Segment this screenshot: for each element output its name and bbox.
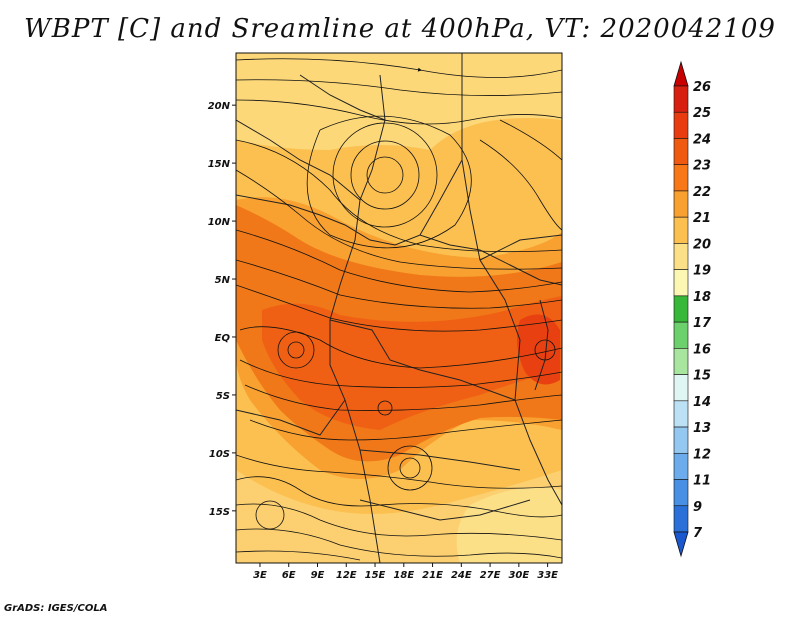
colorbar-label: 19 bbox=[693, 264, 711, 279]
lat-tick-label: 20N bbox=[208, 101, 231, 112]
colorbar-swatch bbox=[673, 400, 689, 428]
lon-tick-label: 24E bbox=[451, 570, 472, 581]
colorbar-max-arrow bbox=[673, 60, 689, 87]
chart-title: WBPT [C] and Sreamline at 400hPa, VT: 20… bbox=[24, 14, 776, 44]
lon-tick-label: 15E bbox=[365, 570, 386, 581]
lon-tick-label: 18E bbox=[393, 570, 414, 581]
colorbar-swatch bbox=[673, 479, 689, 507]
colorbar-swatch bbox=[673, 243, 689, 270]
colorbar-label: 26 bbox=[693, 80, 711, 95]
colorbar-label: 15 bbox=[693, 369, 711, 384]
colorbar-swatch bbox=[673, 321, 689, 349]
colorbar-label: 18 bbox=[693, 290, 711, 305]
colorbar-swatch bbox=[673, 505, 689, 533]
lat-tick-label: 10S bbox=[209, 449, 230, 460]
colorbar-swatch bbox=[673, 295, 689, 323]
colorbar-label: 14 bbox=[693, 395, 711, 410]
colorbar-label: 12 bbox=[693, 447, 711, 462]
colorbar-label: 13 bbox=[693, 421, 711, 436]
colorbar-swatch bbox=[673, 85, 689, 113]
colorbar-swatch bbox=[673, 426, 689, 454]
lon-tick-label: 27E bbox=[480, 570, 501, 581]
wbpt-shading bbox=[236, 53, 562, 563]
lat-tick-label: 15N bbox=[208, 159, 231, 170]
colorbar-swatch bbox=[673, 164, 689, 192]
colorbar-swatch bbox=[673, 111, 689, 139]
lon-tick-label: 33E bbox=[537, 570, 558, 581]
lon-tick-label: 30E bbox=[508, 570, 529, 581]
lon-tick-label: 6E bbox=[282, 570, 296, 581]
colorbar-swatch bbox=[673, 216, 689, 244]
lat-tick-label: 5S bbox=[216, 391, 230, 402]
colorbar-label: 7 bbox=[693, 526, 703, 541]
colorbar-label: 24 bbox=[693, 132, 711, 147]
colorbar-label: 17 bbox=[693, 316, 712, 331]
colorbar-swatch bbox=[673, 190, 689, 218]
colorbar: 26 25 24 23 22 21 20 19 18 17 16 15 14 13 12 11 9 7 bbox=[673, 60, 712, 558]
colorbar-swatch bbox=[673, 348, 689, 375]
colorbar-label: 11 bbox=[693, 474, 711, 489]
lon-tick-label: 3E bbox=[253, 570, 267, 581]
lat-tick-label: EQ bbox=[215, 333, 231, 344]
colorbar-label: 25 bbox=[693, 106, 711, 121]
colorbar-label: 20 bbox=[693, 237, 711, 252]
country-borders bbox=[236, 53, 562, 563]
lat-tick-label: 10N bbox=[208, 217, 231, 228]
colorbar-label: 16 bbox=[693, 342, 711, 357]
longitude-axis: 3E 6E 9E 12E 15E 18E 21E 24E 27E 30E 33E bbox=[253, 563, 558, 581]
streamlines bbox=[236, 58, 562, 561]
lon-tick-label: 21E bbox=[422, 570, 443, 581]
lon-tick-label: 12E bbox=[336, 570, 357, 581]
grads-credit: GrADS: IGES/COLA bbox=[4, 603, 108, 614]
lat-tick-label: 5N bbox=[215, 275, 231, 286]
colorbar-label: 21 bbox=[693, 211, 711, 226]
latitude-axis: 20N 15N 10N 5N EQ 5S 10S 15S bbox=[208, 101, 236, 518]
colorbar-min-arrow bbox=[673, 531, 689, 558]
colorbar-label: 23 bbox=[693, 159, 711, 174]
lon-tick-label: 9E bbox=[311, 570, 325, 581]
colorbar-label: 9 bbox=[693, 500, 702, 515]
colorbar-swatch bbox=[673, 452, 689, 480]
colorbar-swatch bbox=[673, 374, 689, 402]
lat-tick-label: 15S bbox=[209, 507, 230, 518]
plot-frame bbox=[235, 52, 563, 564]
colorbar-swatch bbox=[673, 138, 689, 166]
colorbar-swatch bbox=[673, 269, 689, 297]
colorbar-label: 22 bbox=[693, 185, 711, 200]
